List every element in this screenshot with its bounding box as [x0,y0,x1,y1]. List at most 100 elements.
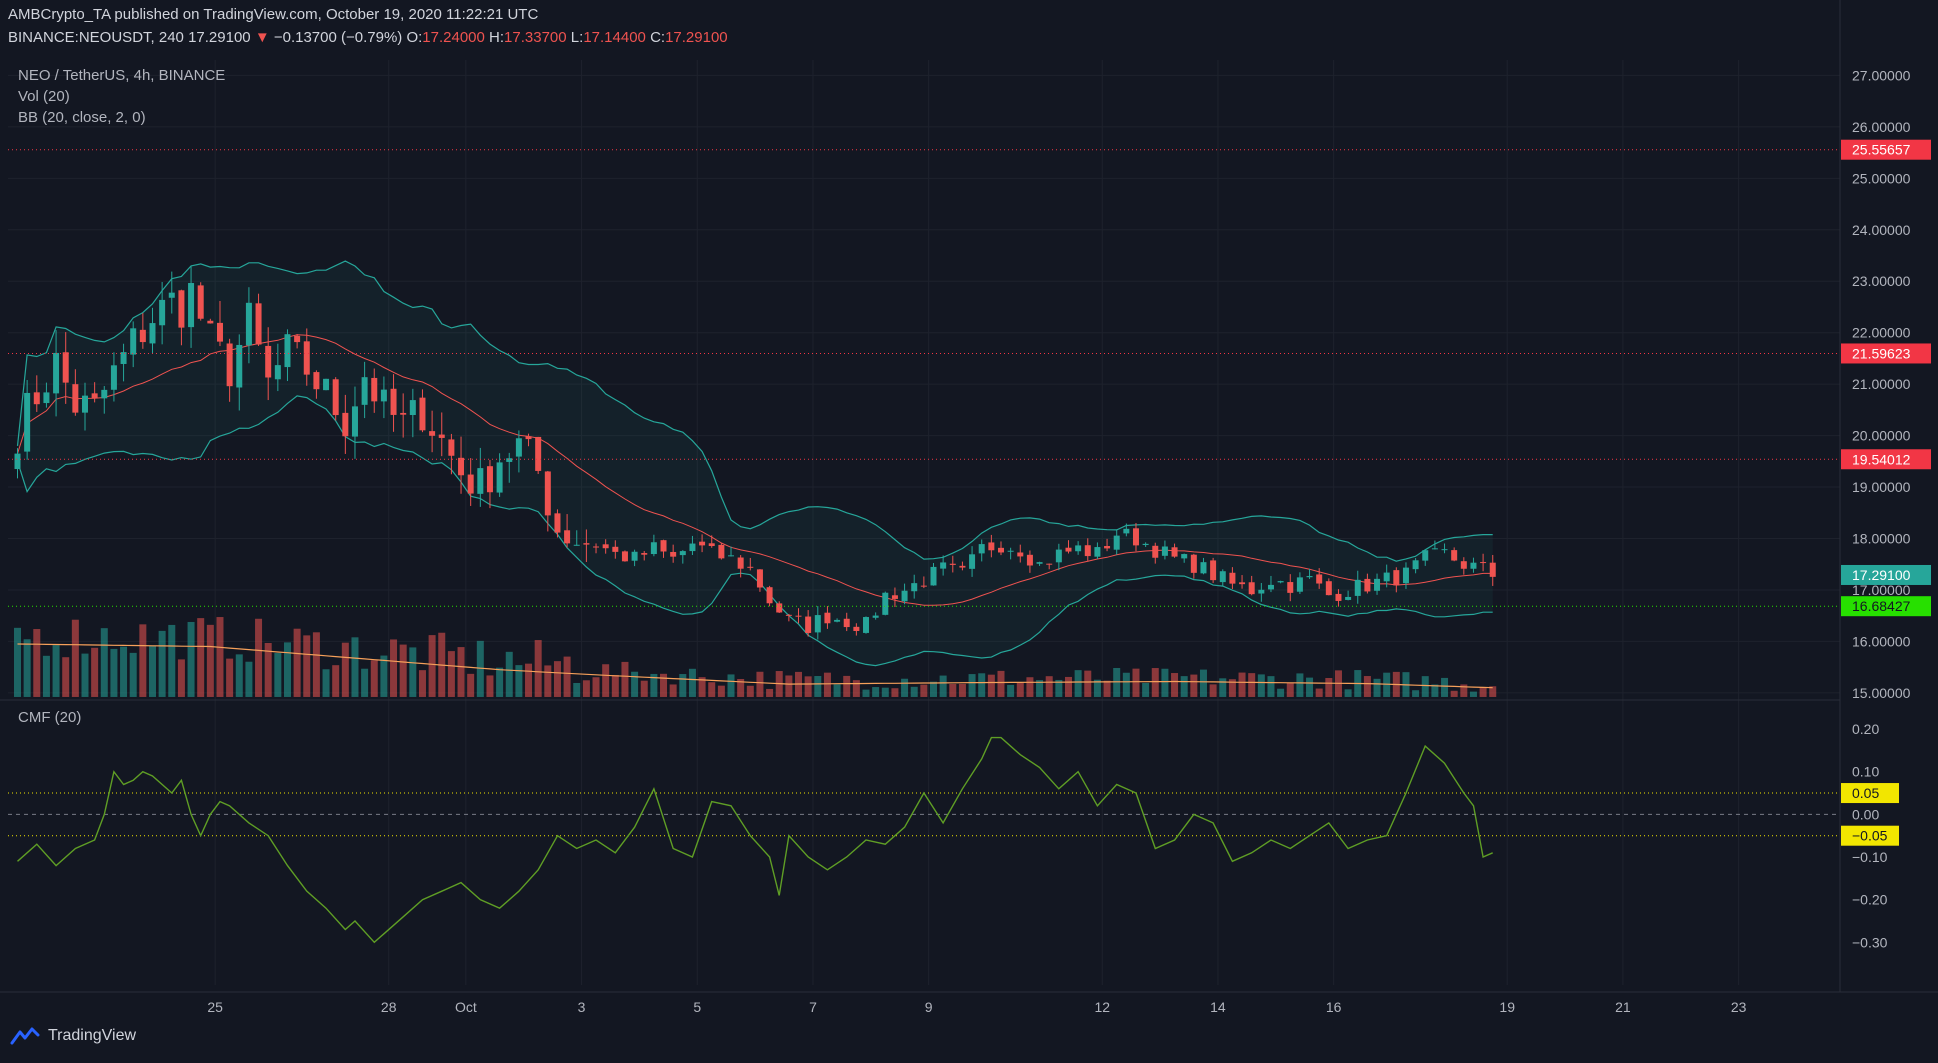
volume-bar [949,683,957,697]
candle-body [255,303,262,345]
symbol-ohlc-line: BINANCE:NEOUSDT, 240 17.29100 ▼ −0.13700… [8,29,728,46]
time-tick-label: 14 [1210,999,1226,1015]
candle-body [872,615,879,618]
candle-body [1267,584,1274,590]
candle-body [959,565,966,568]
volume-bar [814,676,822,697]
candle-body [506,458,513,462]
volume-bar [910,686,918,697]
candle-body [53,352,60,394]
candle-body [1306,576,1313,578]
candle-body [390,388,397,415]
volume-bar [997,670,1005,697]
candle-body [766,587,773,604]
price-tick-label: 17.00000 [1852,582,1911,598]
last-price-label: 17.29100 [1852,567,1911,583]
candle-body [62,352,69,383]
bollinger-bands [16,260,1493,667]
volume-bar [563,656,571,697]
candle-body [120,352,127,364]
candle-body [477,468,484,494]
candle-body [351,406,358,437]
volume-bars [14,617,1497,697]
volume-bar [1103,680,1111,697]
candle-body [226,343,233,387]
candle-body [419,397,426,431]
low-label: L: [570,29,584,46]
volume-bar [23,639,31,697]
candle-body [1431,548,1438,550]
volume-bar [361,668,369,697]
volume-bar [1431,684,1439,697]
volume-bar [1315,688,1323,697]
volume-bar [486,675,494,697]
volume-bar [1325,678,1333,697]
volume-bar [920,684,928,697]
price-levels [8,149,1840,607]
last-price: 17.29100 [188,29,251,46]
volume-bar [283,642,291,697]
volume-bar [81,653,89,697]
candle-body [149,323,156,344]
candle-body [24,392,31,452]
candle-body [303,341,310,375]
candle-body [602,544,609,549]
volume-bar [409,647,417,697]
volume-bar [1469,691,1477,697]
volume-bar [1007,684,1015,697]
level-label-bg [1841,596,1931,617]
candle-body [1123,528,1130,534]
volume-bar [640,680,648,697]
volume-bar [515,665,523,697]
change: −0.13700 (−0.79%) [273,29,403,46]
legend-pair[interactable]: NEO / TetherUS, 4h, BINANCE [18,67,226,84]
tradingview-brand[interactable]: TradingView [10,1026,136,1046]
candle-body [1393,570,1400,586]
candle-body [834,619,841,622]
candle-body [1036,562,1043,564]
close-value: 17.29100 [665,29,728,46]
volume-ma-line [17,643,1493,689]
volume-bar [698,677,706,697]
level-label: 21.59623 [1852,345,1911,361]
candle-body [544,471,551,516]
candle-body [1480,562,1487,564]
legend-cmf[interactable]: CMF (20) [18,709,82,726]
candle-body [1374,578,1381,591]
volume-bar [1064,676,1072,697]
candle-body [1364,578,1371,592]
volume-bar [505,651,513,697]
candle-body [660,540,667,552]
candle-body [1219,571,1226,583]
volume-bar [968,674,976,697]
legend-volume[interactable]: Vol (20) [18,88,70,105]
cmf-level-tag: 0.05 [1852,785,1879,801]
candle-body [814,615,821,633]
legend-bollinger[interactable]: BB (20, close, 2, 0) [18,109,146,126]
candle-body [1412,560,1419,570]
high-value: 17.33700 [504,29,567,46]
volume-bar [1363,676,1371,697]
time-tick-label: Oct [455,999,477,1015]
candle-body [1277,581,1284,583]
volume-bar [264,642,272,697]
volume-bar [226,658,234,697]
candle-body [313,372,320,390]
candle-body [188,283,195,328]
volume-bar [833,684,841,697]
candle-body [168,292,175,298]
volume-bar [235,654,243,697]
price-tick-label: 24.00000 [1852,222,1911,238]
volume-bar [148,645,156,697]
candle-body [843,618,850,628]
candle-body [274,365,281,380]
level-label: 16.68427 [1852,598,1911,614]
candle-body [245,302,252,346]
price-tick-label: 25.00000 [1852,170,1911,186]
candle-body [1152,545,1159,558]
symbol: BINANCE:NEOUSDT, 240 [8,29,184,46]
candle-body [1345,596,1352,600]
time-tick-label: 9 [925,999,933,1015]
candle-body [1200,562,1207,574]
